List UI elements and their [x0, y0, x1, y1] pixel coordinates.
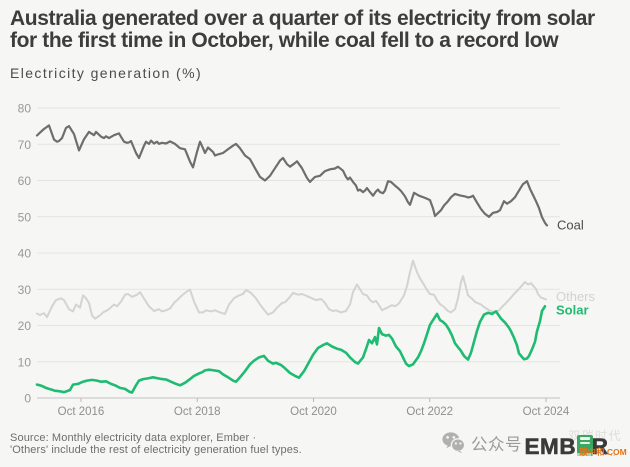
svg-text:20: 20 — [18, 319, 32, 333]
svg-text:80: 80 — [18, 102, 32, 116]
svg-text:10: 10 — [18, 355, 32, 369]
svg-text:70: 70 — [18, 138, 32, 152]
svg-text:Oct 2020: Oct 2020 — [290, 406, 337, 418]
svg-text:Oct 2018: Oct 2018 — [174, 406, 221, 418]
svg-text:50: 50 — [18, 210, 32, 224]
svg-text:Coal: Coal — [557, 218, 584, 233]
svg-text:Oct 2022: Oct 2022 — [406, 406, 453, 418]
svg-text:Oct 2024: Oct 2024 — [523, 406, 570, 418]
svg-text:Solar: Solar — [556, 303, 589, 318]
svg-text:0: 0 — [24, 392, 31, 406]
svg-text:30: 30 — [18, 283, 32, 297]
svg-text:Others: Others — [556, 289, 596, 304]
svg-text:60: 60 — [18, 174, 32, 188]
svg-text:Oct 2016: Oct 2016 — [58, 406, 105, 418]
svg-text:40: 40 — [18, 247, 32, 261]
